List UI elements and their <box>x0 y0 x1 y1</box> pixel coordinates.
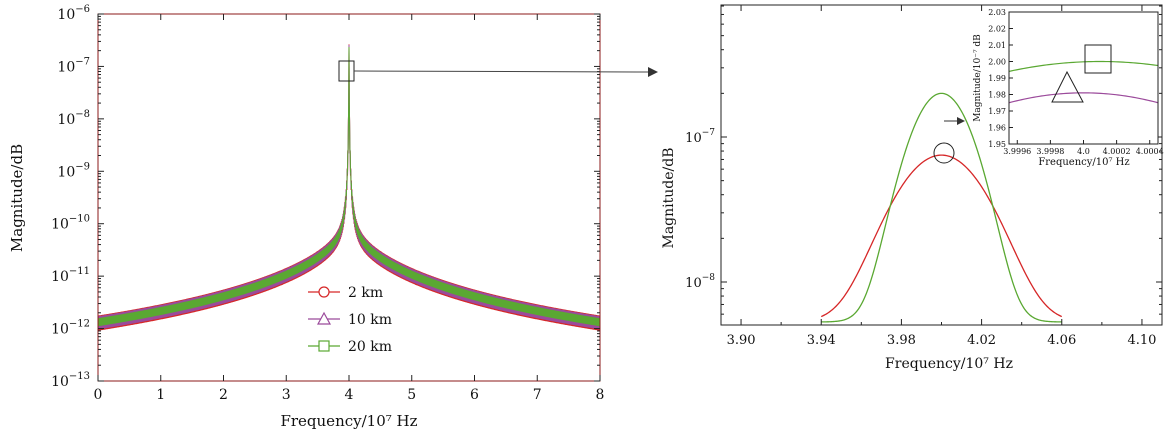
inset-x-axis-label: Frequency/10⁷ Hz <box>1038 157 1129 168</box>
right-series-line <box>820 154 1063 318</box>
inset-y-tick-label: 1.99 <box>988 74 1006 83</box>
right-x-tick-label: 4.02 <box>967 333 996 348</box>
right-chart: 3.90 3.94 3.98 4.02 4.06 4.10 10−8 10−7 Freque… <box>661 4 1164 372</box>
right-circle-marker <box>933 142 955 164</box>
left-y-tick-label: 10−7 <box>57 56 90 75</box>
inset-triangle-marker <box>1051 70 1084 103</box>
zoom-arrow-head <box>648 67 658 77</box>
inset-background <box>1009 12 1158 144</box>
left-y-tick-label: 10−11 <box>51 266 90 285</box>
left-y-tick-label: 10−13 <box>51 371 90 390</box>
inset-chart: 3.9996 3.9998 4.0 4.0002 4.0004 1.95 1.96 1.97… <box>973 8 1164 168</box>
inset-x-tick-label: 4.0002 <box>1103 147 1131 156</box>
inset-y-tick-label: 2.01 <box>988 41 1006 50</box>
right-x-axis-label: Frequency/10⁷ Hz <box>885 356 1013 372</box>
left-y-tick-label: 10−10 <box>51 214 90 233</box>
right-y-ticks: 10−8 10−7 <box>685 5 1162 315</box>
left-y-tick-label: 10−12 <box>51 319 90 338</box>
inset-y-ticks: 1.95 1.96 1.97 1.98 1.99 2.00 2.01 2.02 2.03 <box>988 8 1013 149</box>
inset-x-tick-label: 4.0004 <box>1136 147 1164 156</box>
right-x-tick-label: 3.90 <box>727 333 756 348</box>
inset-x-tick-label: 3.9998 <box>1036 147 1064 156</box>
inset-square-marker <box>1084 44 1112 74</box>
left-x-tick-label: 1 <box>156 387 165 403</box>
legend-label: 20 km <box>348 339 392 355</box>
right-x-tick-label: 4.10 <box>1127 333 1156 348</box>
inset-curves <box>1008 60 1159 104</box>
left-x-ticks: 0 1 2 3 4 5 6 7 8 <box>94 14 605 403</box>
inset-x-ticks: 3.9996 3.9998 4.0 4.0002 4.0004 <box>1003 140 1164 156</box>
left-y-tick-label: 10−6 <box>57 4 90 23</box>
left-x-tick-label: 5 <box>407 387 416 403</box>
inset-y-tick-label: 1.98 <box>988 91 1006 100</box>
left-x-tick-label: 0 <box>94 387 103 403</box>
inset-series-line <box>1008 92 1159 104</box>
inset-y-tick-label: 2.02 <box>988 25 1006 34</box>
left-y-tick-label: 10−8 <box>57 109 90 128</box>
inset-x-tick-label: 4.0 <box>1077 147 1090 156</box>
right-y-tick-label: 10−7 <box>685 128 715 146</box>
right-plot-curves <box>820 92 1063 323</box>
right-series-line <box>821 92 1062 323</box>
left-x-tick-label: 3 <box>282 387 291 403</box>
legend-square-marker <box>318 340 330 352</box>
legend-label: 10 km <box>348 312 392 328</box>
right-x-tick-label: 3.94 <box>807 333 836 348</box>
zoom-box <box>338 60 355 82</box>
legend: 2 km 10 km 20 km <box>308 285 392 355</box>
inset-x-tick-label: 3.9996 <box>1003 147 1031 156</box>
inset-y-tick-label: 1.97 <box>988 107 1006 116</box>
left-y-tick-label: 10−9 <box>57 161 90 180</box>
right-y-tick-label: 10−8 <box>685 273 715 291</box>
inset-y-axis-label: Magnitude/10⁻⁷ dB <box>973 34 983 122</box>
left-x-axis-label: Frequency/10⁷ Hz <box>280 412 417 430</box>
right-peak-arrow-head <box>957 117 965 125</box>
left-y-ticks: 10−13 10−12 10−11 10−10 10−9 10−8 10−7 10−6 <box>51 4 600 390</box>
left-x-tick-label: 4 <box>345 387 354 403</box>
left-x-tick-label: 6 <box>470 387 479 403</box>
right-x-tick-label: 3.98 <box>887 333 916 348</box>
right-y-axis-label: Magnitude/dB <box>661 148 677 249</box>
zoom-arrow-line <box>353 70 651 73</box>
inset-y-tick-label: 2.03 <box>988 8 1006 17</box>
legend-circle-marker <box>318 286 330 298</box>
left-x-tick-label: 7 <box>533 387 542 403</box>
left-plot-curves <box>97 44 601 331</box>
inset-y-tick-label: 2.00 <box>988 58 1006 67</box>
inset-y-tick-label: 1.95 <box>988 140 1006 149</box>
legend-label: 2 km <box>348 285 383 301</box>
inset-series-line <box>1008 60 1159 72</box>
left-series-line <box>97 47 601 327</box>
left-x-tick-label: 8 <box>596 387 605 403</box>
left-y-axis-label: Magnitude/dB <box>8 144 26 252</box>
left-x-tick-label: 2 <box>219 387 228 403</box>
inset-y-tick-label: 1.96 <box>988 124 1006 133</box>
right-x-tick-label: 4.06 <box>1047 333 1076 348</box>
right-x-ticks: 3.90 3.94 3.98 4.02 4.06 4.10 <box>727 5 1156 348</box>
legend-triangle-marker <box>316 311 332 325</box>
